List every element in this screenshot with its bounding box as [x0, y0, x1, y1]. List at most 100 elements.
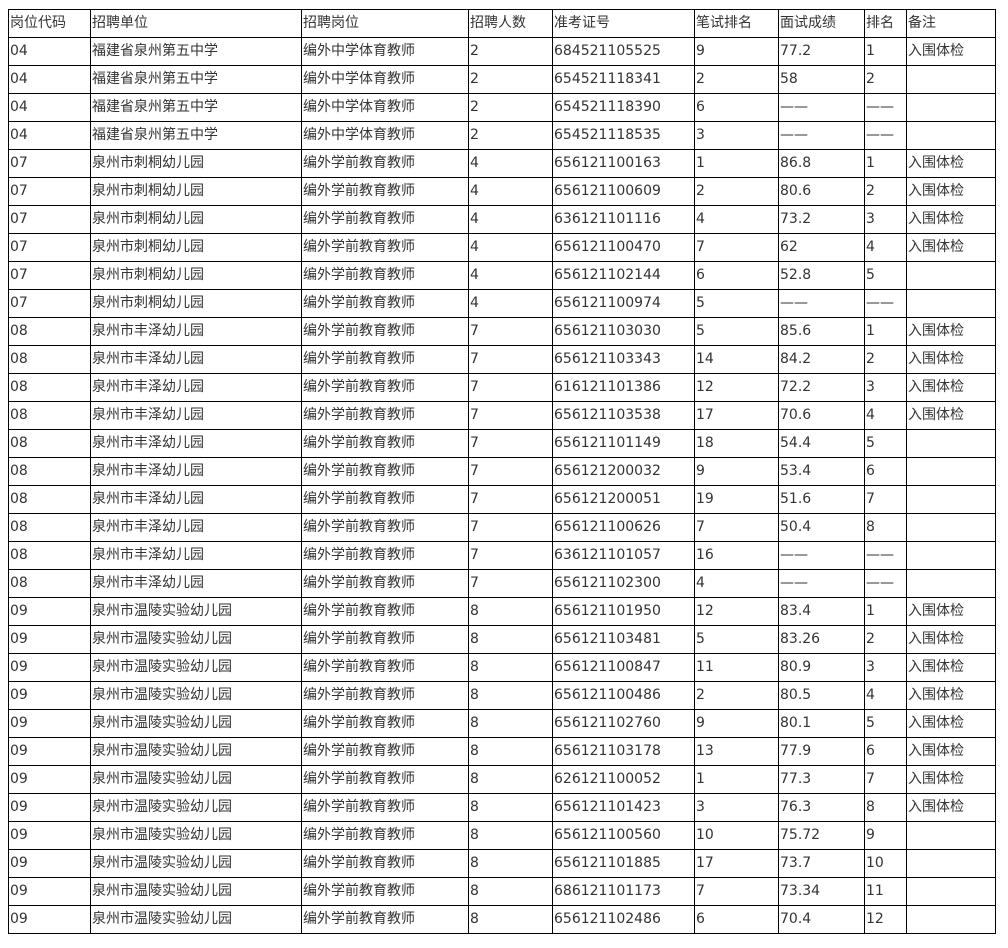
table-row: 09 泉州市温陵实验幼儿园 编外学前教育教师 8 656121100486 2 80.5 4 入… — [8, 681, 996, 710]
cell-employer: 泉州市丰泽幼儿园 — [90, 513, 302, 542]
cell-employer: 泉州市刺桐幼儿园 — [90, 233, 302, 262]
cell-employer: 泉州市丰泽幼儿园 — [90, 373, 302, 402]
cell-quota: 8 — [468, 681, 553, 710]
cell-written-rank: 7 — [694, 513, 779, 542]
cell-quota: 8 — [468, 849, 553, 878]
cell-employer: 泉州市温陵实验幼儿园 — [90, 653, 302, 682]
cell-post-code: 04 — [8, 37, 91, 66]
cell-exam-number: 656121102300 — [552, 569, 695, 598]
cell-remark — [906, 905, 996, 934]
cell-interview-score: 73.7 — [778, 849, 865, 878]
cell-position: 编外学前教育教师 — [301, 317, 469, 346]
cell-written-rank: 4 — [694, 205, 779, 234]
cell-exam-number: 656121103343 — [552, 345, 695, 374]
cell-position: 编外学前教育教师 — [301, 849, 469, 878]
cell-post-code: 09 — [8, 681, 91, 710]
cell-position: 编外学前教育教师 — [301, 233, 469, 262]
cell-exam-number: 656121103538 — [552, 401, 695, 430]
table-row: 08 泉州市丰泽幼儿园 编外学前教育教师 7 656121103538 17 70.6 4 入围… — [8, 401, 996, 430]
cell-interview-score: 77.2 — [778, 37, 865, 66]
header-position: 招聘岗位 — [301, 9, 469, 38]
cell-quota: 4 — [468, 289, 553, 318]
cell-employer: 福建省泉州第五中学 — [90, 65, 302, 94]
cell-remark: 入围体检 — [906, 345, 996, 374]
cell-interview-score: 80.6 — [778, 177, 865, 206]
table-row: 09 泉州市温陵实验幼儿园 编外学前教育教师 8 626121100052 1 77.3 7 入… — [8, 765, 996, 794]
cell-quota: 8 — [468, 597, 553, 626]
cell-position: 编外学前教育教师 — [301, 905, 469, 934]
cell-remark — [906, 93, 996, 122]
cell-employer: 泉州市刺桐幼儿园 — [90, 205, 302, 234]
cell-post-code: 08 — [8, 569, 91, 598]
cell-quota: 8 — [468, 877, 553, 906]
cell-position: 编外中学体育教师 — [301, 37, 469, 66]
cell-exam-number: 656121100470 — [552, 233, 695, 262]
cell-remark: 入围体检 — [906, 373, 996, 402]
cell-remark: 入围体检 — [906, 625, 996, 654]
cell-interview-score: —— — [778, 541, 865, 570]
cell-interview-score: 86.8 — [778, 149, 865, 178]
cell-post-code: 07 — [8, 289, 91, 318]
cell-exam-number: 656121200032 — [552, 457, 695, 486]
table-row: 09 泉州市温陵实验幼儿园 编外学前教育教师 8 656121103178 13 77.9 6… — [8, 737, 996, 766]
cell-post-code: 08 — [8, 401, 91, 430]
cell-rank: 8 — [864, 793, 907, 822]
cell-position: 编外学前教育教师 — [301, 513, 469, 542]
cell-rank: 2 — [864, 625, 907, 654]
cell-interview-score: —— — [778, 289, 865, 318]
cell-rank: 11 — [864, 877, 907, 906]
header-interview-score: 面试成绩 — [778, 9, 865, 38]
cell-employer: 泉州市丰泽幼儿园 — [90, 401, 302, 430]
cell-exam-number: 656121100486 — [552, 681, 695, 710]
table-row: 08 泉州市丰泽幼儿园 编外学前教育教师 7 656121200051 19 51.6 7 — [8, 485, 996, 514]
table-row: 08 泉州市丰泽幼儿园 编外学前教育教师 7 636121101057 16 —— —— — [8, 541, 996, 570]
cell-remark — [906, 457, 996, 486]
cell-written-rank: 9 — [694, 457, 779, 486]
header-exam-number: 准考证号 — [552, 9, 695, 38]
table-header-row: 岗位代码 招聘单位 招聘岗位 招聘人数 准考证号 笔试排名 面试成绩 排名 备注 — [8, 9, 996, 38]
cell-exam-number: 656121103178 — [552, 737, 695, 766]
cell-written-rank: 1 — [694, 765, 779, 794]
cell-interview-score: 77.9 — [778, 737, 865, 766]
table-row: 08 泉州市丰泽幼儿园 编外学前教育教师 7 656121103343 14 84.2 2 入围… — [8, 345, 996, 374]
cell-position: 编外学前教育教师 — [301, 149, 469, 178]
cell-interview-score: 80.9 — [778, 653, 865, 682]
cell-post-code: 09 — [8, 793, 91, 822]
cell-quota: 2 — [468, 121, 553, 150]
cell-interview-score: 58 — [778, 65, 865, 94]
cell-post-code: 04 — [8, 65, 91, 94]
cell-employer: 泉州市丰泽幼儿园 — [90, 457, 302, 486]
results-table: 岗位代码 招聘单位 招聘岗位 招聘人数 准考证号 笔试排名 面试成绩 排名 备注 04 福建省泉州… — [8, 9, 996, 934]
table-row: 07 泉州市刺桐幼儿园 编外学前教育教师 4 656121100470 7 62 4 入围体检 — [8, 233, 996, 262]
table-row: 04 福建省泉州第五中学 编外中学体育教师 2 654521118535 3 —— —— — [8, 121, 996, 150]
header-post-code: 岗位代码 — [8, 9, 91, 38]
cell-remark: 入围体检 — [906, 681, 996, 710]
cell-written-rank: 1 — [694, 149, 779, 178]
cell-employer: 泉州市刺桐幼儿园 — [90, 177, 302, 206]
cell-rank: 3 — [864, 653, 907, 682]
cell-position: 编外学前教育教师 — [301, 261, 469, 290]
cell-rank: —— — [864, 93, 907, 122]
cell-position: 编外学前教育教师 — [301, 793, 469, 822]
cell-quota: 4 — [468, 233, 553, 262]
cell-position: 编外学前教育教师 — [301, 429, 469, 458]
table-row: 08 泉州市丰泽幼儿园 编外学前教育教师 7 656121103030 5 85.6 1 入围体… — [8, 317, 996, 346]
cell-position: 编外学前教育教师 — [301, 345, 469, 374]
cell-remark — [906, 261, 996, 290]
cell-written-rank: 13 — [694, 737, 779, 766]
cell-written-rank: 4 — [694, 569, 779, 598]
cell-rank: —— — [864, 289, 907, 318]
cell-written-rank: 6 — [694, 905, 779, 934]
cell-quota: 2 — [468, 37, 553, 66]
cell-exam-number: 656121100560 — [552, 821, 695, 850]
cell-post-code: 09 — [8, 821, 91, 850]
table-row: 08 泉州市丰泽幼儿园 编外学前教育教师 7 656121101149 18 54.4 5 — [8, 429, 996, 458]
cell-position: 编外学前教育教师 — [301, 877, 469, 906]
cell-remark: 入围体检 — [906, 653, 996, 682]
cell-written-rank: 5 — [694, 317, 779, 346]
cell-interview-score: 84.2 — [778, 345, 865, 374]
cell-employer: 泉州市丰泽幼儿园 — [90, 569, 302, 598]
cell-position: 编外中学体育教师 — [301, 121, 469, 150]
cell-written-rank: 17 — [694, 849, 779, 878]
cell-remark — [906, 849, 996, 878]
